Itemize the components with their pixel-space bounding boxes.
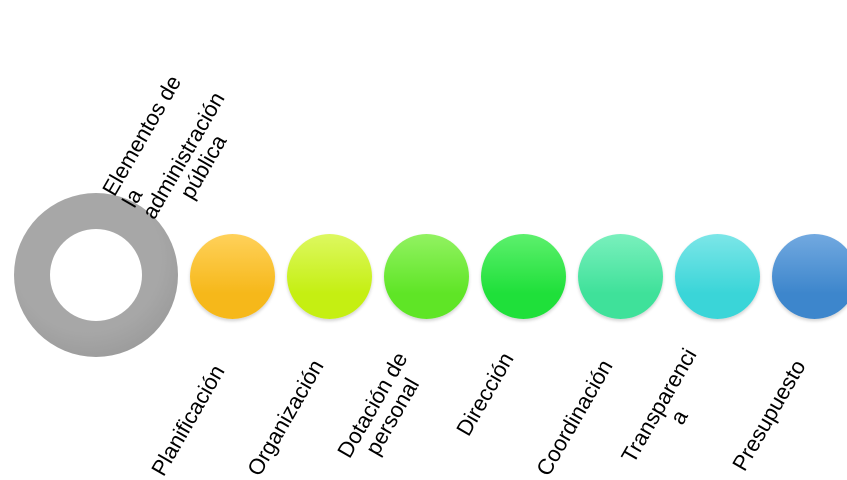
dot-planificacion xyxy=(190,234,275,319)
dot-direccion xyxy=(481,234,566,319)
label-planificacion: Planificación xyxy=(146,360,230,480)
label-dotacion-de-personal: Dotación de personal xyxy=(332,347,425,462)
dot-transparencia xyxy=(675,234,760,319)
dot-presupuesto xyxy=(772,234,847,319)
dot-dotacion-de-personal xyxy=(384,234,469,319)
dot-coordinacion xyxy=(578,234,663,319)
label-transparencia: Transparenci a xyxy=(616,344,702,467)
center-ring-hole xyxy=(50,229,142,321)
label-presupuesto: Presupuesto xyxy=(727,355,811,475)
label-organizacion: Organización xyxy=(242,355,329,480)
label-coordinacion: Coordinación xyxy=(531,355,618,480)
diagram: Elementos de la administración pública P… xyxy=(14,71,847,480)
dot-organizacion xyxy=(287,234,372,319)
label-direccion: Dirección xyxy=(451,348,519,440)
